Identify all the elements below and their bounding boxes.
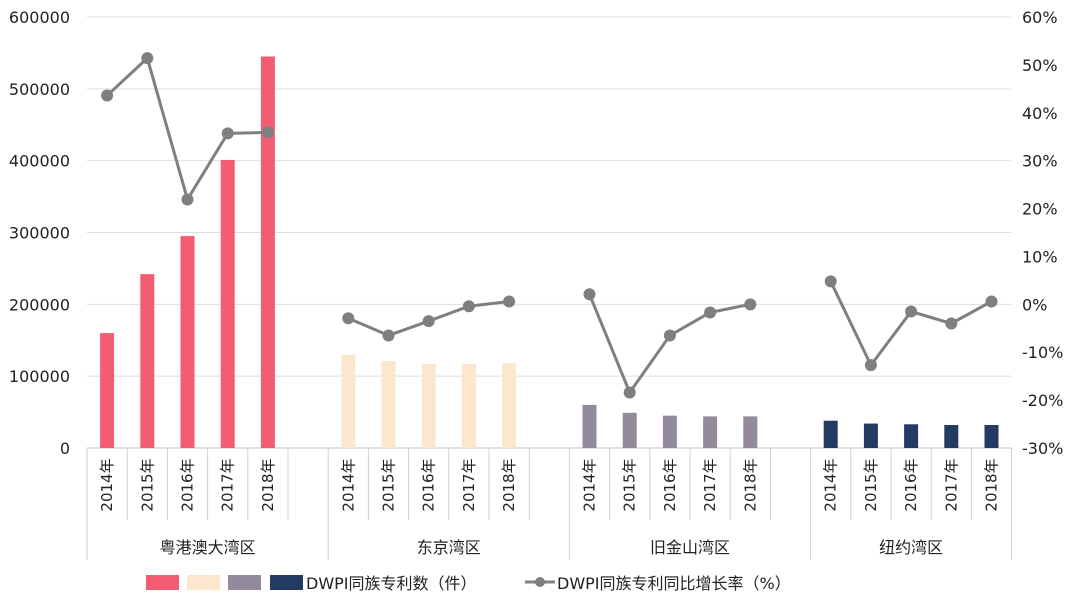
growth-point <box>462 300 475 313</box>
growth-point <box>945 317 958 330</box>
legend: DWPI同族专利数（件） DWPI同族专利同比增长率（%） <box>146 574 791 593</box>
y-right-tick-label: 10% <box>1022 247 1058 266</box>
bar <box>662 415 677 448</box>
bar <box>703 416 718 448</box>
bar <box>944 425 959 448</box>
x-tick-label: 2018年 <box>500 458 518 511</box>
x-tick-label: 2017年 <box>942 458 960 511</box>
y-right-tick-label: -30% <box>1022 439 1063 458</box>
growth-point <box>261 126 274 139</box>
y-left-tick-label: 200000 <box>9 295 70 314</box>
growth-point <box>503 295 516 308</box>
x-tick-label: 2018年 <box>741 458 759 511</box>
x-tick-label: 2015年 <box>862 458 880 511</box>
growth-line <box>106 55 268 204</box>
group-label: 东京湾区 <box>417 538 481 557</box>
growth-point <box>663 329 676 342</box>
y-right-tick-label: -10% <box>1022 343 1063 362</box>
bar <box>743 416 758 448</box>
growth-point <box>342 312 355 325</box>
x-tick-label: 2018年 <box>983 458 1001 511</box>
x-tick-label: 2017年 <box>219 458 237 511</box>
growth-point <box>141 52 154 65</box>
y-right-tick-label: -20% <box>1022 391 1063 410</box>
x-tick-label: 2015年 <box>621 458 639 511</box>
y-right-tick-label: 30% <box>1022 152 1058 171</box>
x-tick-label: 2014年 <box>339 458 357 511</box>
y-left-tick-label: 100000 <box>9 367 70 386</box>
growth-line <box>829 280 993 369</box>
growth-point <box>864 359 877 372</box>
bar <box>904 424 919 448</box>
bar <box>421 363 436 448</box>
growth-point <box>744 298 757 311</box>
growth-line <box>588 293 751 396</box>
bar <box>984 425 999 448</box>
x-tick-label: 2014年 <box>581 458 599 511</box>
bar <box>863 423 878 448</box>
y-left-tick-label: 500000 <box>9 80 70 99</box>
bar <box>502 363 517 448</box>
bar <box>341 354 356 448</box>
bar <box>381 361 396 448</box>
growth-point <box>824 275 837 288</box>
growth-point <box>985 295 998 308</box>
bar <box>260 56 275 449</box>
growth-point <box>382 329 395 342</box>
bar <box>100 333 115 448</box>
bar <box>180 236 195 448</box>
x-tick-label: 2014年 <box>98 458 116 511</box>
bar <box>461 363 476 448</box>
y-right-tick-label: 50% <box>1022 56 1058 75</box>
group-label: 纽约湾区 <box>879 538 943 557</box>
legend-swatch <box>228 575 261 590</box>
bar <box>622 412 637 448</box>
legend-swatch <box>270 575 303 590</box>
growth-point <box>583 288 596 301</box>
group-label: 粤港澳大湾区 <box>160 538 256 557</box>
legend-label-bars: DWPI同族专利数（件） <box>306 574 477 593</box>
bar <box>582 404 597 448</box>
x-tick-label: 2015年 <box>138 458 156 511</box>
bar <box>220 159 235 448</box>
growth-point <box>704 306 717 319</box>
x-tick-label: 2016年 <box>661 458 679 511</box>
y-right-tick-label: 40% <box>1022 104 1058 123</box>
x-tick-label: 2017年 <box>701 458 719 511</box>
x-tick-label: 2014年 <box>822 458 840 511</box>
x-tick-label: 2017年 <box>460 458 478 511</box>
y-left-tick-label: 600000 <box>9 8 70 27</box>
x-tick-label: 2016年 <box>420 458 438 511</box>
legend-swatch <box>146 575 179 590</box>
x-tick-label: 2015年 <box>380 458 398 511</box>
bar <box>140 274 155 448</box>
y-left-tick-label: 0 <box>60 439 70 458</box>
legend-label-line: DWPI同族专利同比增长率（%） <box>557 574 791 593</box>
y-left-tick-label: 300000 <box>9 224 70 243</box>
growth-point <box>623 386 636 399</box>
growth-point <box>221 127 234 140</box>
x-tick-label: 2016年 <box>902 458 920 511</box>
growth-point <box>422 315 435 328</box>
growth-point <box>101 89 114 102</box>
legend-swatch <box>187 575 220 590</box>
growth-point <box>181 193 194 206</box>
y-right-tick-label: 60% <box>1022 8 1058 27</box>
x-tick-label: 2018年 <box>259 458 277 511</box>
y-right-tick-label: 0% <box>1022 295 1047 314</box>
legend-marker <box>535 577 545 587</box>
bar <box>823 420 838 448</box>
group-label: 旧金山湾区 <box>650 538 730 557</box>
y-left-tick-label: 400000 <box>9 152 70 171</box>
y-right-tick-label: 20% <box>1022 200 1058 219</box>
growth-point <box>905 305 918 318</box>
x-tick-label: 2016年 <box>179 458 197 511</box>
